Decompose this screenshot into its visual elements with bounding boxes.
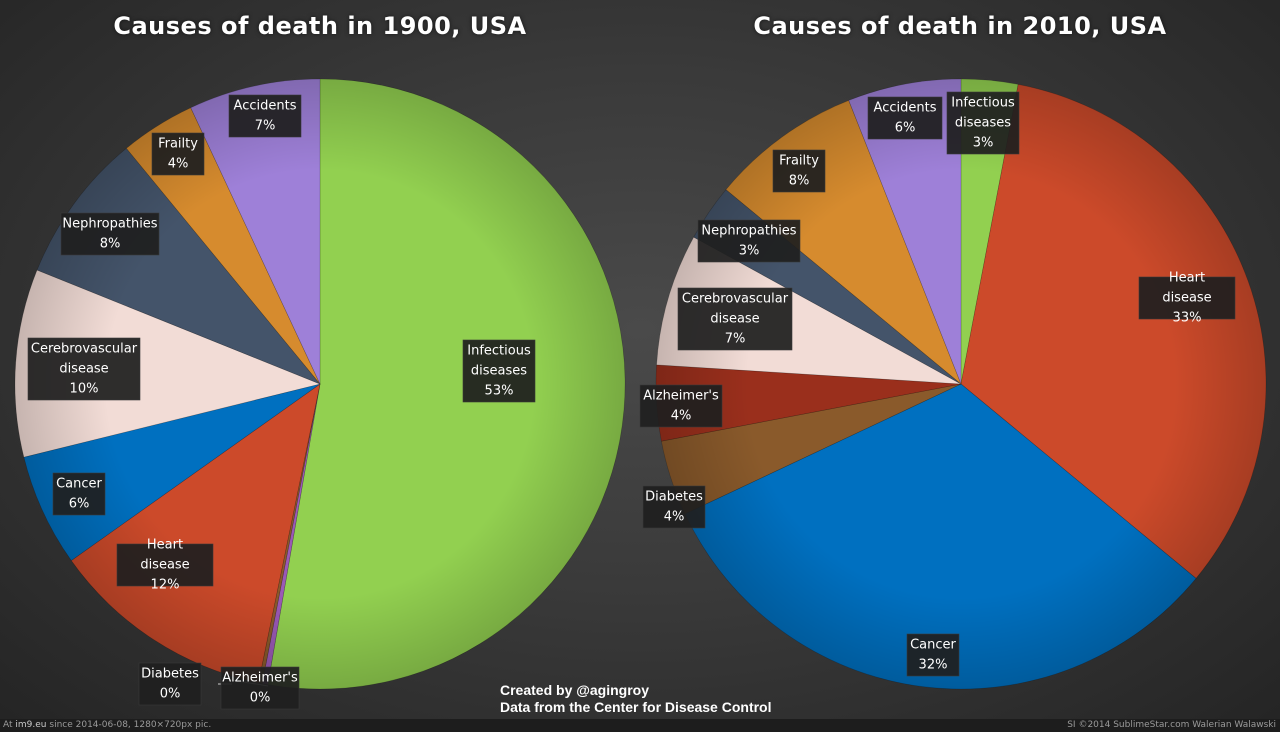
data-label-name: Frailty bbox=[779, 154, 819, 169]
data-label-box bbox=[697, 219, 801, 263]
data-label-box bbox=[60, 212, 160, 256]
data-label-name: Cancer bbox=[910, 638, 956, 653]
pie-2010: Infectious diseases 3% Heart disease 33% Cance… bbox=[639, 78, 1267, 690]
data-label-box bbox=[52, 472, 106, 516]
data-label-name: Cerebrovascular bbox=[682, 292, 789, 307]
data-label-box bbox=[946, 91, 1020, 155]
data-label-frailty: Frailty 8% bbox=[772, 149, 826, 193]
credits: Created by @agingroy Data from the Cente… bbox=[500, 682, 772, 716]
footer-bar: At im9.eu since 2014-06-08, 1280×720px p… bbox=[0, 719, 1280, 732]
data-label-name: Heart bbox=[147, 538, 183, 553]
data-label-box bbox=[220, 666, 300, 710]
footer-info: since 2014-06-08, 1280×720px pic. bbox=[49, 720, 212, 730]
chart-title-1900: Causes of death in 1900, USA bbox=[113, 12, 527, 40]
data-label-nephropathies: Nephropathies 8% bbox=[60, 212, 160, 256]
data-label-cerebrovascular-disease: Cerebrovascular disease 10% bbox=[27, 337, 141, 401]
data-label-diabetes: Diabetes 4% bbox=[642, 485, 706, 529]
data-label-value: 3% bbox=[973, 136, 994, 151]
data-label-name: Accidents bbox=[234, 99, 297, 114]
data-label-value: 6% bbox=[69, 497, 90, 512]
data-label-name: Nephropathies bbox=[62, 217, 157, 232]
data-label-name: Cancer bbox=[56, 477, 102, 492]
data-label-name: diseases bbox=[471, 364, 527, 379]
data-label-box bbox=[27, 337, 141, 401]
data-label-value: 10% bbox=[70, 382, 99, 397]
data-label-infectious-diseases: Infectious diseases 3% bbox=[946, 91, 1020, 155]
data-label-name: disease bbox=[140, 558, 189, 573]
data-label-alzheimer-s: Alzheimer's 0% bbox=[220, 666, 300, 710]
data-label-frailty: Frailty 4% bbox=[151, 132, 205, 176]
data-label-box bbox=[639, 384, 723, 428]
data-label-value: 4% bbox=[671, 409, 692, 424]
data-label-box bbox=[151, 132, 205, 176]
data-label-name: diseases bbox=[955, 116, 1011, 131]
data-label-name: Diabetes bbox=[645, 490, 703, 505]
data-label-alzheimer-s: Alzheimer's 4% bbox=[639, 384, 723, 428]
data-label-heart-disease: Heart disease 33% bbox=[1138, 271, 1236, 326]
data-label-value: 4% bbox=[168, 157, 189, 172]
footer-copyright: SI ©2014 SublimeStar.com Walerian Walaws… bbox=[1067, 720, 1276, 730]
data-label-accidents: Accidents 7% bbox=[228, 94, 302, 138]
data-label-value: 12% bbox=[151, 578, 180, 593]
data-label-name: Diabetes bbox=[141, 667, 199, 682]
data-label-value: 8% bbox=[789, 174, 810, 189]
data-label-diabetes: Diabetes 0% bbox=[138, 662, 202, 706]
pie-1900: Infectiousdiseases53%Alzheimer's0%Diabet… bbox=[14, 78, 626, 710]
footer-site-link[interactable]: im9.eu bbox=[15, 720, 47, 730]
data-label-name: disease bbox=[1162, 291, 1211, 306]
data-label-value: 6% bbox=[895, 121, 916, 136]
footer-prefix: At bbox=[3, 720, 13, 730]
data-label-box bbox=[1138, 276, 1236, 320]
data-label-box bbox=[867, 96, 943, 140]
data-label-box bbox=[116, 543, 214, 587]
data-label-name: Accidents bbox=[874, 101, 937, 116]
data-label-box bbox=[228, 94, 302, 138]
data-label-name: Alzheimer's bbox=[643, 389, 719, 404]
data-label-name: Cerebrovascular bbox=[31, 342, 138, 357]
data-label-box bbox=[462, 339, 536, 403]
credits-author: Created by @agingroy bbox=[500, 682, 650, 698]
data-label-cerebrovascular-disease: Cerebrovascular disease 7% bbox=[677, 287, 793, 351]
pie-shading bbox=[15, 79, 625, 689]
data-label-value: 32% bbox=[919, 658, 948, 673]
data-label-cancer: Cancer 6% bbox=[52, 472, 106, 516]
data-label-name: Infectious bbox=[467, 344, 531, 359]
data-label-box bbox=[677, 287, 793, 351]
data-label-value: 0% bbox=[160, 687, 181, 702]
data-label-value: 8% bbox=[100, 237, 121, 252]
data-label-name: Infectious bbox=[951, 96, 1015, 111]
data-label-cancer: Cancer 32% bbox=[906, 633, 960, 677]
chart-title-2010: Causes of death in 2010, USA bbox=[753, 12, 1167, 40]
data-label-value: 4% bbox=[664, 510, 685, 525]
credits-source: Data from the Center for Disease Control bbox=[500, 699, 772, 715]
data-label-infectious-diseases: Infectious diseases 53% bbox=[462, 339, 536, 403]
data-label-name: Alzheimer's bbox=[222, 671, 298, 686]
data-label-name: Frailty bbox=[158, 137, 198, 152]
data-label-nephropathies: Nephropathies 3% bbox=[697, 219, 801, 263]
data-label-value: 33% bbox=[1173, 311, 1202, 326]
data-label-name: disease bbox=[710, 312, 759, 327]
data-label-box bbox=[642, 485, 706, 529]
data-label-accidents: Accidents 6% bbox=[867, 96, 943, 140]
data-label-name: disease bbox=[59, 362, 108, 377]
data-label-value: 53% bbox=[485, 384, 514, 399]
data-label-name: Heart bbox=[1169, 271, 1205, 286]
data-label-heart-disease: Heart disease 12% bbox=[116, 538, 214, 593]
pie-shading bbox=[656, 79, 1266, 689]
data-label-value: 7% bbox=[725, 332, 746, 347]
footer-left: At im9.eu since 2014-06-08, 1280×720px p… bbox=[3, 719, 211, 732]
data-label-value: 3% bbox=[739, 244, 760, 259]
data-label-box bbox=[906, 633, 960, 677]
data-label-name: Nephropathies bbox=[701, 224, 796, 239]
data-label-value: 0% bbox=[250, 691, 271, 706]
data-label-box bbox=[772, 149, 826, 193]
data-label-value: 7% bbox=[255, 119, 276, 134]
data-label-box bbox=[138, 662, 202, 706]
